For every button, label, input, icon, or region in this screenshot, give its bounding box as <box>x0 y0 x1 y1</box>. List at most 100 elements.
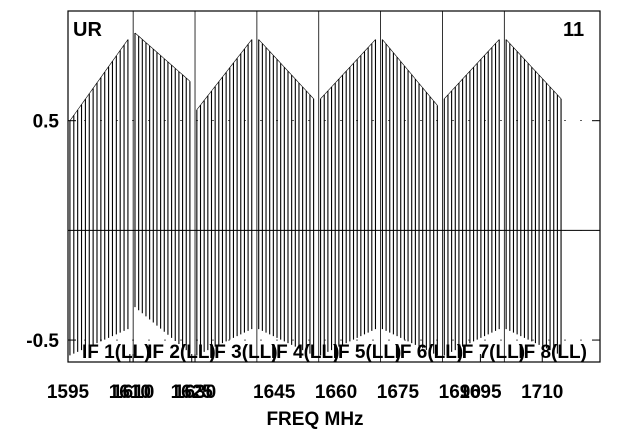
channel-trace <box>524 59 529 64</box>
channel-trace <box>167 61 172 66</box>
channel-trace <box>393 52 398 58</box>
channel-trace <box>160 55 165 59</box>
x-tick-label: 1630 <box>174 382 216 403</box>
channel-trace <box>73 109 78 116</box>
channel-trace <box>418 83 423 88</box>
x-tick-label: 1695 <box>459 382 502 403</box>
channel-trace <box>484 51 489 56</box>
channel-trace <box>229 62 234 68</box>
tick-marks <box>67 120 600 362</box>
channel-trace <box>320 94 325 99</box>
channel-trace <box>186 77 191 82</box>
channel-trace <box>371 39 376 44</box>
channel-trace <box>85 93 90 100</box>
channel-trace <box>211 86 216 92</box>
channel-trace <box>473 63 478 68</box>
channel-trace <box>89 88 94 94</box>
channel-trace <box>306 90 311 96</box>
channel-trace <box>171 64 176 69</box>
grid <box>68 11 600 362</box>
channel-trace <box>433 100 438 106</box>
channel-trace <box>138 35 143 40</box>
channel-trace <box>178 71 183 75</box>
channel-trace <box>487 47 493 52</box>
channel-trace <box>273 55 278 60</box>
channel-trace <box>546 82 551 88</box>
channel-trace <box>123 39 129 46</box>
channel-trace <box>509 43 514 48</box>
channel-trace <box>145 42 150 47</box>
channel-trace <box>327 86 332 92</box>
series-label: IF 4(LL) <box>271 342 340 363</box>
channel-trace <box>164 58 169 63</box>
channel-trace <box>236 53 242 59</box>
channel-trace <box>269 51 274 56</box>
channel-trace <box>349 63 354 68</box>
channel-trace <box>426 91 431 97</box>
channel-trace <box>203 95 209 101</box>
y-tick-label: 0.5 <box>33 112 60 133</box>
channel-trace <box>422 87 427 93</box>
channel-trace <box>222 72 227 78</box>
series-label: IF 3(LL) <box>209 342 278 363</box>
channel-trace <box>81 98 86 105</box>
corner-label-right: 11 <box>563 19 584 41</box>
channel-trace <box>480 55 485 60</box>
channel-trace <box>513 47 518 52</box>
series-label: IF 7(LL) <box>456 342 525 363</box>
channel-trace <box>258 39 263 44</box>
channel-trace <box>338 74 343 80</box>
channel-trace <box>396 56 401 62</box>
channel-trace <box>477 59 482 64</box>
channel-trace <box>119 44 125 51</box>
channel-trace <box>108 60 113 67</box>
channel-trace <box>385 43 390 49</box>
channel-trace <box>356 55 362 60</box>
channel-trace <box>458 78 463 84</box>
channel-trace <box>104 66 109 73</box>
channel-trace <box>96 77 102 83</box>
x-tick-label: 1675 <box>377 382 420 403</box>
channel-trace <box>218 76 223 82</box>
channel-trace <box>309 94 314 99</box>
channel-trace <box>200 100 205 106</box>
channel-trace <box>407 70 412 75</box>
channel-trace <box>116 50 121 56</box>
channel-trace <box>331 82 336 88</box>
channel-trace <box>345 66 351 72</box>
channel-trace <box>520 55 525 60</box>
channel-trace <box>287 70 292 76</box>
channel-trace <box>69 115 75 121</box>
x-tick-label: 1690 <box>439 382 481 403</box>
channel-trace <box>535 70 540 76</box>
x-tick-label: 1625 <box>171 382 214 403</box>
channel-trace <box>265 47 270 52</box>
channel-trace <box>353 59 358 64</box>
channel-trace <box>360 51 365 56</box>
x-tick-label: 1610 <box>112 382 154 403</box>
channel-trace <box>455 82 460 88</box>
channel-trace <box>531 66 536 72</box>
channel-trace <box>100 71 105 78</box>
series-label: IF 8(LL) <box>518 342 587 363</box>
channel-trace <box>549 86 554 92</box>
channel-trace <box>302 86 307 92</box>
channel-trace <box>505 39 511 44</box>
channel-trace <box>276 59 281 64</box>
channel-trace <box>233 58 238 64</box>
channel-trace <box>247 39 252 45</box>
channel-trace <box>291 74 296 80</box>
channel-trace <box>444 94 449 99</box>
channel-trace <box>240 48 245 54</box>
channel-trace <box>367 43 373 48</box>
x-axis-title: FREQ MHz <box>266 409 363 430</box>
channel-trace <box>175 68 180 72</box>
series-label: IF 1(LL) <box>82 342 151 363</box>
channel-trace <box>389 48 394 53</box>
channel-trace <box>142 39 147 43</box>
channel-trace <box>415 78 420 84</box>
x-tick-label: 1610 <box>109 382 151 403</box>
channel-trace <box>92 82 98 89</box>
channel-trace <box>112 55 117 62</box>
